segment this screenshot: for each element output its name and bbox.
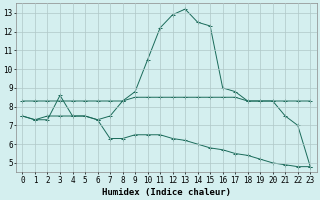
X-axis label: Humidex (Indice chaleur): Humidex (Indice chaleur) bbox=[102, 188, 231, 197]
